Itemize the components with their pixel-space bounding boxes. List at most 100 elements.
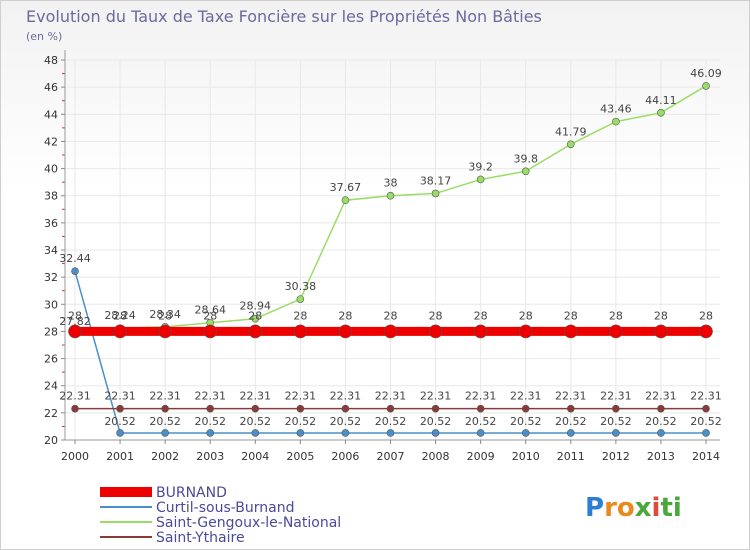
- data-label: 28: [384, 309, 398, 322]
- data-labels: 27.82 28.24 28.34 28.64 28.94 30.38 37.67 38 38.…: [59, 67, 722, 428]
- data-point: [431, 429, 440, 437]
- data-label: 22.31: [465, 390, 497, 403]
- y-tick-label: 20: [44, 434, 58, 447]
- y-tick-label: 38: [44, 190, 58, 203]
- data-point: [386, 429, 395, 437]
- data-point: [702, 404, 710, 413]
- data-label: 38: [384, 177, 398, 190]
- data-point: [296, 295, 305, 303]
- data-point: [521, 429, 530, 437]
- data-label: 28: [203, 309, 217, 322]
- data-point: [476, 404, 485, 413]
- data-label: 22.31: [104, 390, 136, 403]
- data-label: 28: [699, 309, 713, 322]
- data-label: 32.44: [59, 252, 91, 265]
- data-point: [161, 429, 169, 437]
- data-point: [248, 324, 263, 339]
- data-point: [161, 404, 169, 413]
- data-label: 41.79: [555, 125, 587, 138]
- data-point: [341, 429, 350, 437]
- legend: BURNANDCurtil-sous-BurnandSaint-Gengoux-…: [100, 485, 341, 546]
- logo-letter: i: [673, 493, 682, 523]
- logo-letter: i: [652, 493, 661, 523]
- logo-letter: r: [604, 493, 617, 523]
- data-point: [609, 324, 623, 339]
- data-label: 20.52: [149, 415, 181, 428]
- data-point: [206, 404, 215, 413]
- proxiti-logo: Proxiti: [585, 493, 682, 523]
- data-point: [657, 404, 665, 413]
- data-label: 28: [293, 309, 307, 322]
- data-point: [702, 82, 710, 90]
- y-tick-label: 22: [44, 407, 58, 420]
- x-tick-label: 2010: [512, 450, 540, 463]
- data-point: [566, 429, 575, 437]
- data-label: 20.52: [330, 415, 362, 428]
- data-label: 20.52: [555, 415, 587, 428]
- data-label: 30.38: [285, 280, 317, 293]
- y-tick-label: 28: [44, 325, 58, 338]
- x-tick-label: 2003: [196, 450, 224, 463]
- logo-letter: P: [585, 493, 604, 523]
- data-label: 22.31: [59, 390, 91, 403]
- data-point: [612, 404, 620, 413]
- legend-label: Curtil-sous-Burnand: [156, 500, 295, 516]
- y-tick-label: 30: [44, 298, 58, 311]
- data-label: 28: [248, 309, 262, 322]
- data-point: [203, 324, 218, 339]
- data-point: [518, 324, 533, 339]
- data-label: 22.31: [420, 390, 452, 403]
- data-point: [158, 324, 172, 339]
- data-label: 22.31: [555, 390, 587, 403]
- x-tick-label: 2000: [61, 450, 89, 463]
- x-tick-label: 2012: [602, 450, 630, 463]
- data-label: 22.31: [149, 390, 181, 403]
- logo-letter: t: [660, 493, 672, 523]
- data-label: 20.52: [465, 415, 497, 428]
- data-label: 28: [474, 309, 488, 322]
- data-point: [251, 404, 260, 413]
- data-label: 28.24: [104, 309, 136, 322]
- data-label: 20.52: [104, 415, 136, 428]
- data-point: [699, 324, 713, 339]
- data-label: 22.31: [645, 390, 677, 403]
- y-tick-label: 36: [44, 217, 58, 230]
- data-point: [386, 191, 395, 200]
- data-label: 28: [519, 309, 533, 322]
- data-label: 20.52: [285, 415, 317, 428]
- data-label: 28: [68, 309, 82, 322]
- x-tick-label: 2014: [692, 450, 720, 463]
- x-tick-label: 2005: [286, 450, 314, 463]
- data-point: [563, 324, 578, 339]
- data-point: [612, 429, 620, 437]
- series-layer: [68, 82, 713, 437]
- data-label: 22.31: [690, 390, 722, 403]
- data-point: [116, 429, 124, 437]
- data-label: 39.2: [468, 160, 493, 173]
- data-point: [657, 429, 665, 437]
- data-label: 22.31: [285, 390, 317, 403]
- data-point: [566, 404, 575, 413]
- data-label: 28: [158, 309, 172, 322]
- data-label: 43.46: [600, 103, 632, 116]
- y-tick-label: 26: [44, 353, 58, 366]
- y-tick-label: 24: [44, 380, 58, 393]
- data-label: 22.31: [240, 390, 272, 403]
- data-point: [428, 324, 443, 339]
- data-point: [293, 324, 308, 339]
- data-label: 20.52: [600, 415, 632, 428]
- data-point: [296, 429, 305, 437]
- data-label: 20.52: [240, 415, 272, 428]
- x-tick-label: 2001: [106, 450, 134, 463]
- data-label: 28.94: [240, 300, 272, 313]
- data-label: 44.11: [645, 94, 677, 107]
- data-point: [341, 404, 350, 413]
- data-point: [116, 404, 124, 413]
- data-label: 28: [113, 309, 127, 322]
- data-label: 22.31: [510, 390, 542, 403]
- data-label: 20.52: [645, 415, 677, 428]
- chart-title: Evolution du Taux de Taxe Foncière sur l…: [26, 7, 542, 26]
- data-point: [206, 429, 215, 437]
